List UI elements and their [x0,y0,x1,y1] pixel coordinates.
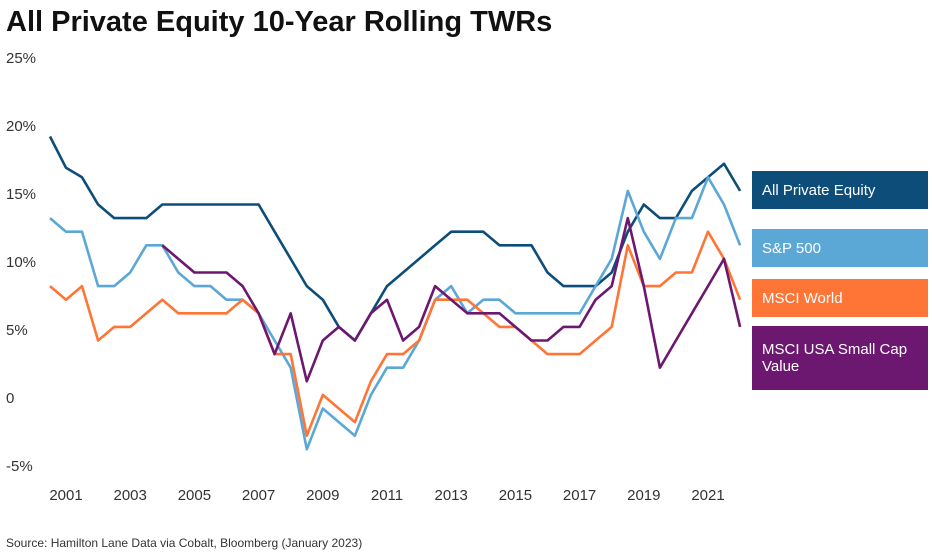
x-tick-label: 2017 [563,487,596,504]
x-tick-label: 2019 [627,487,660,504]
source-note: Source: Hamilton Lane Data via Cobalt, B… [6,536,363,550]
y-tick-label: 25% [6,50,36,67]
y-tick-label: -5% [6,458,33,475]
x-tick-label: 2005 [178,487,211,504]
x-tick-label: 2001 [49,487,82,504]
x-tick-label: 2009 [306,487,339,504]
x-tick-label: 2007 [242,487,275,504]
legend-item: MSCI USA Small Cap Value [752,326,928,390]
x-tick-label: 2003 [114,487,147,504]
y-tick-label: 0 [6,390,14,407]
y-tick-label: 10% [6,254,36,271]
legend-item: All Private Equity [752,171,928,209]
x-tick-label: 2015 [499,487,532,504]
series-line [49,176,742,451]
legend-item: MSCI World [752,279,928,317]
x-tick-label: 2013 [435,487,468,504]
x-tick-label: 2011 [371,487,403,504]
legend-item: S&P 500 [752,229,928,267]
y-tick-label: 5% [6,322,28,339]
series-line [48,135,742,342]
y-tick-label: 15% [6,186,36,203]
series-line [49,230,742,437]
series-line [161,216,742,383]
y-tick-label: 20% [6,118,36,135]
x-tick-label: 2021 [691,487,724,504]
chart-title: All Private Equity 10-Year Rolling TWRs [6,6,553,38]
